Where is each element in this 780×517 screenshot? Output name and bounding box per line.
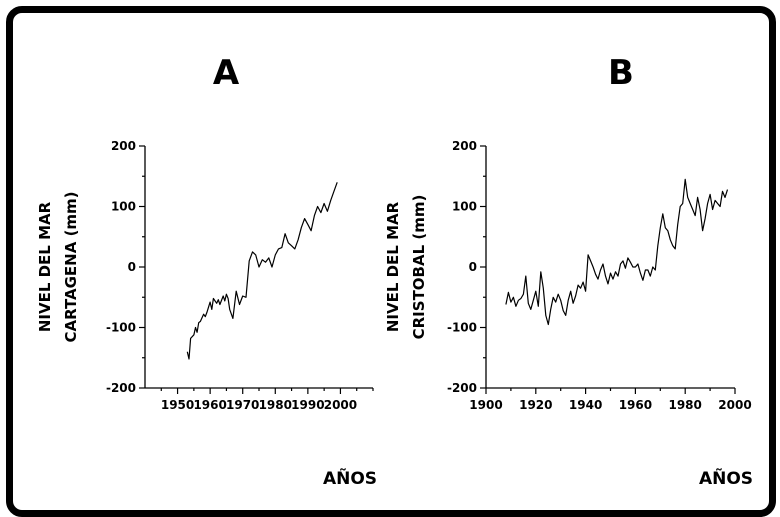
x-tick-label: 1970: [226, 398, 259, 412]
panel-letter: B: [608, 53, 634, 93]
y-axis-label-line2: CRISTOBAL (mm): [410, 195, 428, 340]
x-tick-label: 2000: [718, 398, 751, 412]
x-tick-label: 1940: [569, 398, 602, 412]
y-axis-label-line2: CARTAGENA (mm): [62, 191, 80, 342]
y-tick-label: -100: [106, 321, 136, 335]
y-tick-label: 200: [111, 139, 136, 153]
series-line: [505, 178, 729, 326]
y-tick-label: -200: [106, 381, 136, 395]
y-axis-label-line1: NIVEL DEL MAR: [36, 201, 54, 332]
y-tick-label: 100: [452, 200, 477, 214]
x-tick-label: 1980: [668, 398, 701, 412]
y-tick-label: 100: [111, 200, 136, 214]
x-tick-label: 1990: [291, 398, 324, 412]
y-tick-label: 0: [469, 260, 477, 274]
chart-panel-b: B -200 -100 0 100 200 1900 1920 1940 1960 1980 2000…: [384, 53, 753, 489]
x-axis-label: AÑOS: [699, 466, 753, 489]
y-tick-label: 0: [128, 260, 136, 274]
x-tick-label: 1950: [161, 398, 194, 412]
x-tick-label: 1900: [469, 398, 502, 412]
panel-letter: A: [213, 53, 240, 93]
x-tick-label: 1980: [259, 398, 292, 412]
chart-panel-a: A -200 -100 0 100 200 1950 1960 1970 1980 1990 2000…: [36, 53, 377, 489]
y-axis-label-line1: NIVEL DEL MAR: [384, 201, 402, 332]
y-tick-label: -100: [447, 321, 477, 335]
figure-frame: [6, 6, 776, 517]
series-line: [186, 182, 338, 360]
x-tick-label: 1960: [193, 398, 226, 412]
y-tick-label: 200: [452, 139, 477, 153]
x-tick-label: 1920: [519, 398, 552, 412]
x-tick-label: 2000: [324, 398, 357, 412]
x-tick-label: 1960: [619, 398, 652, 412]
y-tick-label: -200: [447, 381, 477, 395]
x-axis-label: AÑOS: [323, 466, 377, 489]
